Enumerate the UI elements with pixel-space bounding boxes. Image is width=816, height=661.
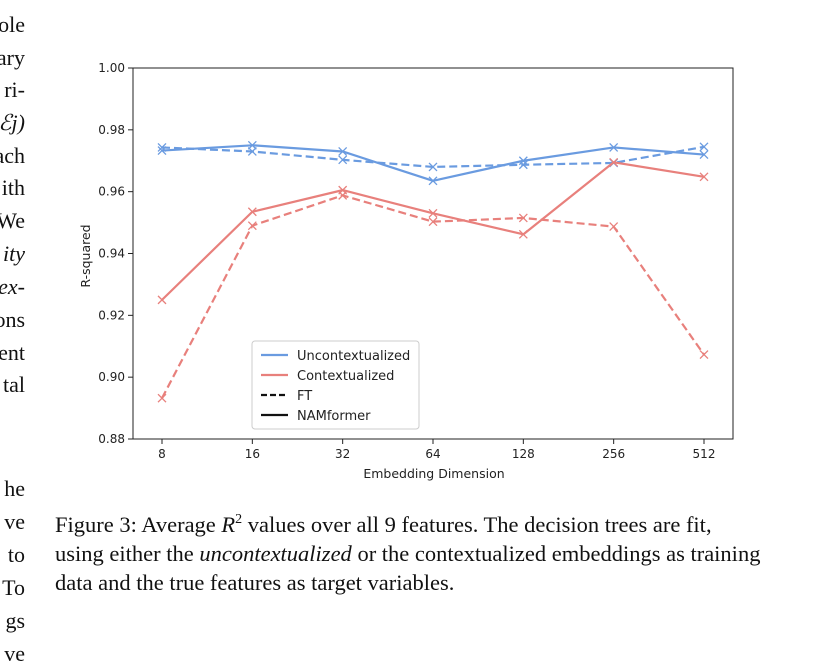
data-point-marker — [609, 222, 619, 232]
data-point-marker — [338, 190, 348, 200]
left-column-fragment: ity — [3, 241, 25, 266]
left-column-fragment: ons — [0, 307, 25, 332]
series-uncontextualized-namformer — [157, 140, 709, 186]
left-column-fragment: to — [7, 542, 25, 567]
data-point-marker — [518, 229, 528, 239]
legend-label: Uncontextualized — [297, 349, 410, 364]
left-column-fragment: ent — [0, 340, 25, 365]
data-point-marker — [609, 157, 619, 167]
left-column-fragment: ex- — [0, 274, 25, 299]
left-column-fragment: ℰj) — [0, 110, 25, 135]
x-tick-label: 128 — [512, 447, 535, 461]
left-column-fragment: ary — [0, 45, 25, 70]
x-tick-label: 16 — [245, 447, 260, 461]
y-tick-label: 0.94 — [98, 247, 125, 261]
legend-label: FT — [297, 389, 312, 404]
x-tick-label: 32 — [335, 447, 350, 461]
data-point-marker — [338, 147, 348, 156]
left-column-fragment: he — [4, 476, 25, 501]
y-tick-label: 0.92 — [98, 308, 125, 322]
y-tick-label: 0.96 — [98, 185, 125, 199]
series-line — [161, 161, 705, 301]
legend-label: Contextualized — [297, 369, 394, 384]
legend-box — [251, 340, 420, 430]
y-tick-label: 0.98 — [98, 123, 125, 137]
left-column-fragment: tal — [3, 372, 25, 397]
data-point-marker — [247, 207, 257, 217]
x-tick-label: 64 — [425, 447, 440, 461]
series-contextualized-namformer — [157, 157, 709, 305]
series-contextualized-ft — [157, 190, 709, 403]
left-column-fragment: We — [0, 208, 25, 233]
caption-math-base: R — [221, 512, 236, 537]
data-point-marker — [157, 295, 167, 305]
r-squared-line-chart: 8 16 32 64 128 256 512 0.88 0.90 0.92 0.94 0.96 0.9… — [78, 61, 734, 481]
data-point-marker — [518, 160, 528, 170]
legend-entry: NAMformer — [261, 409, 371, 424]
data-point-marker — [247, 221, 257, 231]
left-column-fragment: ith — [1, 175, 25, 200]
data-point-marker — [699, 150, 709, 160]
left-column-fragment: ve — [4, 641, 25, 661]
caption-label: Figure 3: — [55, 512, 137, 537]
y-axis-ticks: 0.88 0.90 0.92 0.94 0.96 0.98 1.00 — [98, 61, 133, 446]
x-tick-label: 8 — [158, 447, 166, 461]
left-column-fragment: gs — [5, 608, 25, 633]
y-axis-label: R-squared — [78, 224, 93, 287]
left-column-fragment: ole — [0, 12, 25, 37]
caption-text-after-math: values over all 9 features. The decision… — [55, 512, 712, 566]
legend: Uncontextualized Contextualized FT NAMforme… — [251, 340, 420, 430]
data-point-marker — [609, 142, 619, 152]
data-point-marker — [428, 176, 438, 186]
legend-entry: Uncontextualized — [261, 349, 410, 364]
plot-area — [132, 67, 734, 440]
legend-label: NAMformer — [297, 409, 371, 424]
left-column-text: ole ary ri- ℰj) ach ith We ity ex-ons ent tal he ve t… — [0, 0, 26, 661]
caption-text-end: or the contextualized embeddings as trai… — [55, 541, 761, 595]
caption-italic-word: uncontextualized — [199, 541, 352, 566]
data-point-marker — [247, 147, 257, 156]
left-column-fragment: ach — [0, 143, 25, 168]
data-point-marker — [518, 213, 528, 223]
x-tick-label: 256 — [602, 447, 625, 461]
data-point-marker — [699, 350, 709, 360]
left-column-fragment: ve — [4, 509, 25, 534]
x-tick-label: 512 — [693, 447, 716, 461]
figure-caption: Figure 3: Average R2 values over all 9 f… — [55, 510, 765, 597]
x-axis-label: Embedding Dimension — [363, 466, 504, 481]
data-point-marker — [338, 155, 348, 165]
left-column-fragment: ri- — [4, 77, 25, 102]
legend-entry: Contextualized — [261, 369, 394, 384]
data-point-marker — [157, 393, 167, 403]
y-tick-label: 0.88 — [98, 432, 125, 446]
data-point-marker — [518, 156, 528, 166]
data-point-marker — [699, 142, 709, 152]
x-axis-ticks: 8 16 32 64 128 256 512 — [158, 439, 715, 461]
data-point-marker — [428, 217, 438, 227]
data-point-marker — [428, 162, 438, 172]
data-point-marker — [699, 172, 709, 182]
data-point-marker — [157, 142, 167, 152]
data-point-marker — [428, 208, 438, 218]
caption-math-sup: 2 — [235, 512, 243, 527]
y-tick-label: 1.00 — [98, 61, 125, 75]
y-tick-label: 0.90 — [98, 370, 125, 384]
series-line — [161, 194, 705, 399]
plot-frame — [132, 67, 734, 440]
legend-entry: FT — [261, 389, 312, 404]
left-column-fragment: To — [2, 575, 25, 600]
caption-text-before-math: Average — [136, 512, 222, 537]
